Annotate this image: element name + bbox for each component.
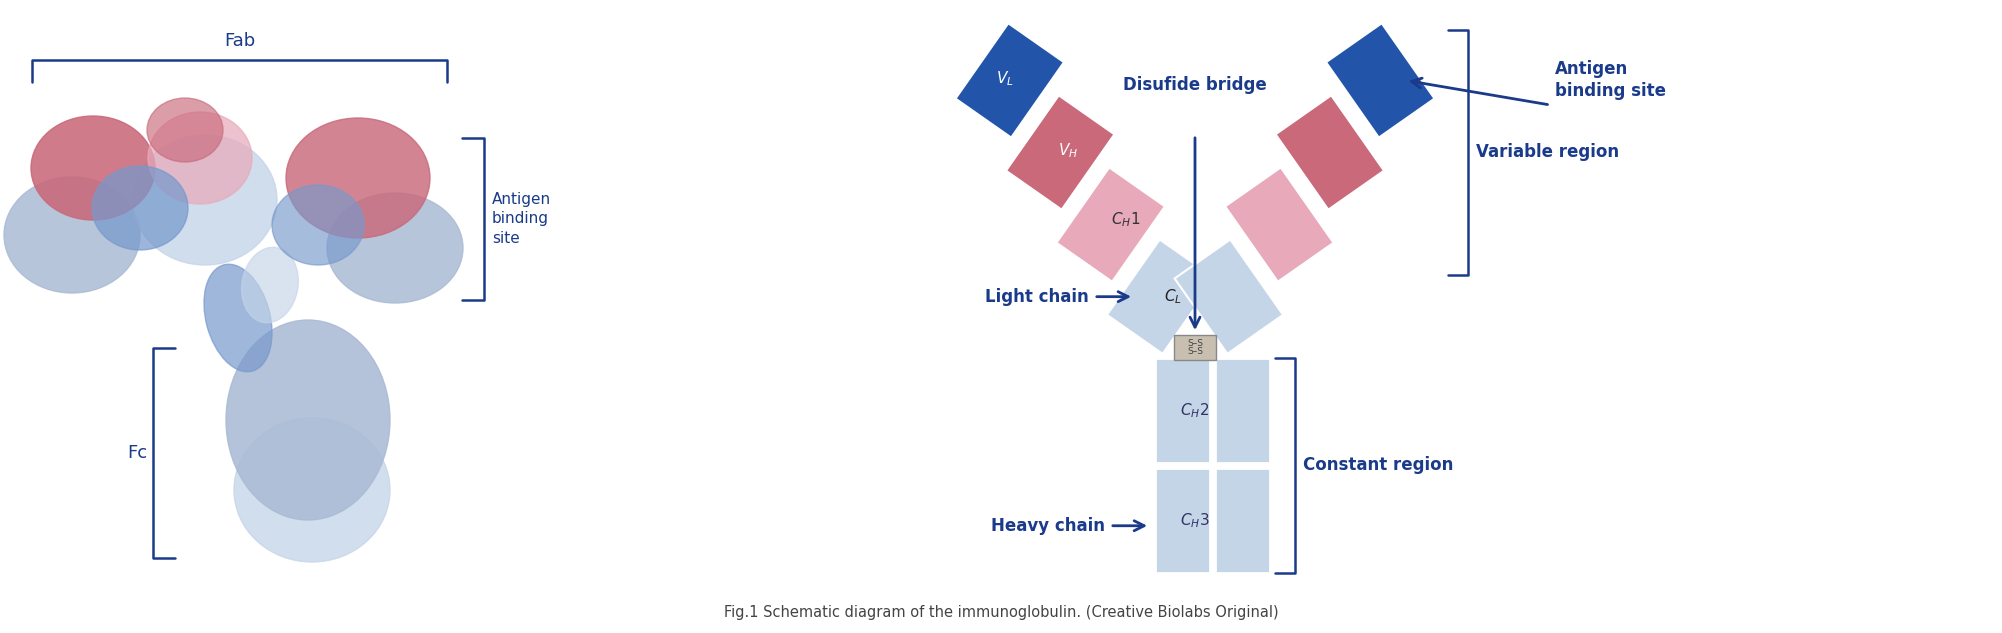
Text: S–S: S–S [1187,339,1203,348]
Ellipse shape [146,98,222,162]
Ellipse shape [92,166,188,250]
Polygon shape [1325,23,1435,137]
FancyBboxPatch shape [1215,468,1269,573]
Text: $V_L$: $V_L$ [995,69,1013,88]
Polygon shape [1057,167,1165,282]
Text: Antigen
binding site: Antigen binding site [1556,60,1666,100]
FancyBboxPatch shape [1155,468,1209,573]
Text: Disufide bridge: Disufide bridge [1123,76,1267,94]
Ellipse shape [4,177,140,293]
Text: $C_L$: $C_L$ [1165,287,1181,306]
Ellipse shape [148,112,252,204]
FancyBboxPatch shape [1173,335,1215,360]
Text: Constant region: Constant region [1303,456,1453,475]
Polygon shape [1225,167,1333,282]
Ellipse shape [286,118,430,238]
Polygon shape [1275,96,1383,210]
Text: Light chain: Light chain [985,287,1089,306]
Text: $C_H3$: $C_H3$ [1181,511,1209,530]
Ellipse shape [226,320,390,520]
Ellipse shape [242,248,298,323]
Text: S–S: S–S [1187,348,1203,356]
Text: $V_H$: $V_H$ [1059,141,1079,160]
Text: Fc: Fc [126,444,146,462]
Text: Heavy chain: Heavy chain [991,517,1105,535]
Ellipse shape [204,264,272,372]
Text: Antigen
binding
site: Antigen binding site [492,192,551,246]
Text: Fab: Fab [224,32,254,50]
Ellipse shape [132,135,276,265]
Ellipse shape [272,185,364,265]
Ellipse shape [234,418,390,562]
Polygon shape [1175,239,1283,354]
Polygon shape [1005,96,1115,210]
Text: $C_H2$: $C_H2$ [1181,401,1209,420]
Polygon shape [1107,239,1215,354]
Text: Fig.1 Schematic diagram of the immunoglobulin. (Creative Biolabs Original): Fig.1 Schematic diagram of the immunoglo… [723,605,1279,620]
Ellipse shape [326,193,462,303]
Polygon shape [955,23,1063,137]
FancyBboxPatch shape [1155,358,1209,463]
Text: $C_H1$: $C_H1$ [1111,210,1141,229]
Ellipse shape [30,116,154,220]
Text: Variable region: Variable region [1475,144,1620,161]
FancyBboxPatch shape [1215,358,1269,463]
